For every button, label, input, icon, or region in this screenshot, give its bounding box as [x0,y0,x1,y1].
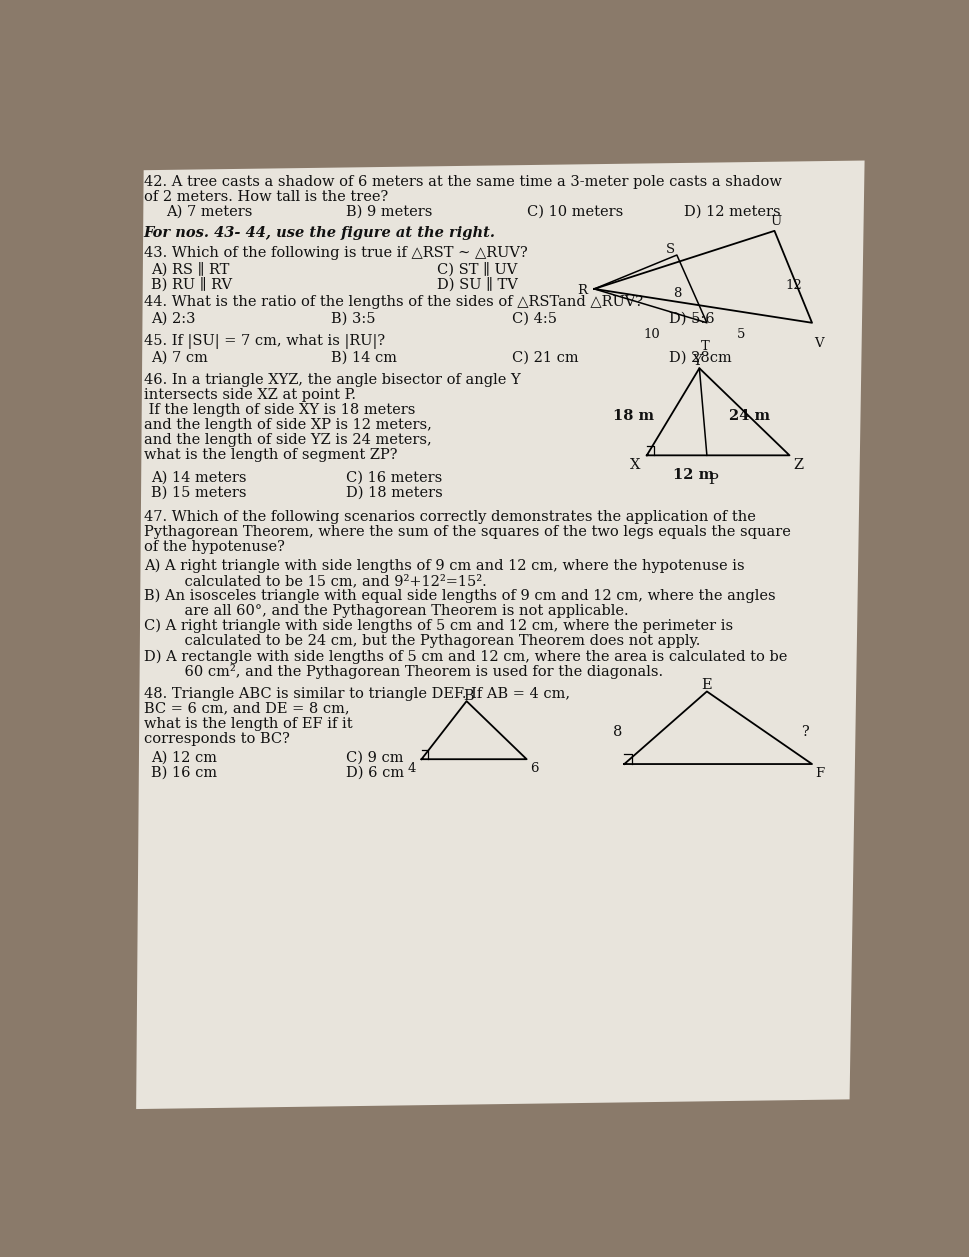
Text: intersects side XZ at point P.: intersects side XZ at point P. [143,388,356,402]
Text: X: X [630,459,641,473]
Text: 44. What is the ratio of the lengths of the sides of △RSTand △RUV?: 44. What is the ratio of the lengths of … [143,295,642,309]
Text: D) 18 meters: D) 18 meters [347,485,443,499]
Text: 18 m: 18 m [613,409,654,422]
Text: 12 m: 12 m [673,468,714,481]
Text: 5: 5 [736,328,745,341]
Text: of the hypotenuse?: of the hypotenuse? [143,539,285,553]
Text: Z: Z [794,459,803,473]
Text: 24 m: 24 m [730,409,770,422]
Text: A) 7 cm: A) 7 cm [151,351,208,365]
Text: B: B [463,689,474,703]
Text: R: R [578,284,588,297]
Text: A) 7 meters: A) 7 meters [167,205,253,219]
Text: corresponds to BC?: corresponds to BC? [143,732,290,745]
Text: P: P [708,473,718,486]
Text: 47. Which of the following scenarios correctly demonstrates the application of t: 47. Which of the following scenarios cor… [143,509,756,524]
Text: calculated to be 15 cm, and 9²+12²=15².: calculated to be 15 cm, and 9²+12²=15². [167,574,487,588]
Text: D) 28cm: D) 28cm [670,351,733,365]
Text: 12: 12 [786,279,802,292]
Text: B) RU ∥ RV: B) RU ∥ RV [151,277,233,292]
Text: A) 14 meters: A) 14 meters [151,470,247,485]
Text: B) 15 meters: B) 15 meters [151,485,247,499]
Text: BC = 6 cm, and DE = 8 cm,: BC = 6 cm, and DE = 8 cm, [143,701,349,715]
Text: 46. In a triangle XYZ, the angle bisector of angle Y: 46. In a triangle XYZ, the angle bisecto… [143,373,520,387]
Text: and the length of side XP is 12 meters,: and the length of side XP is 12 meters, [143,419,431,432]
Text: T: T [701,341,709,353]
Text: D) SU ∥ TV: D) SU ∥ TV [436,277,517,292]
Text: A) RS ∥ RT: A) RS ∥ RT [151,261,230,277]
Text: 6: 6 [530,762,538,776]
Text: C) 4:5: C) 4:5 [512,312,556,326]
Polygon shape [136,161,864,1109]
Text: 48. Triangle ABC is similar to triangle DEF. If AB = 4 cm,: 48. Triangle ABC is similar to triangle … [143,686,570,700]
Text: calculated to be 24 cm, but the Pythagorean Theorem does not apply.: calculated to be 24 cm, but the Pythagor… [167,634,701,649]
Text: C) 10 meters: C) 10 meters [527,205,623,219]
Text: D) 12 meters: D) 12 meters [684,205,781,219]
Text: C) 16 meters: C) 16 meters [347,470,443,485]
Text: C) 21 cm: C) 21 cm [512,351,578,365]
Text: Y: Y [692,353,702,368]
Text: F: F [815,767,825,779]
Text: B) An isosceles triangle with equal side lengths of 9 cm and 12 cm, where the an: B) An isosceles triangle with equal side… [143,590,775,603]
Text: B) 3:5: B) 3:5 [331,312,376,326]
Text: Pythagorean Theorem, where the sum of the squares of the two legs equals the squ: Pythagorean Theorem, where the sum of th… [143,524,791,538]
Text: of 2 meters. How tall is the tree?: of 2 meters. How tall is the tree? [143,190,388,204]
Text: B) 14 cm: B) 14 cm [331,351,397,365]
Text: U: U [770,215,782,229]
Text: 45. If |SU| = 7 cm, what is |RU|?: 45. If |SU| = 7 cm, what is |RU|? [143,334,385,349]
Text: A) 2:3: A) 2:3 [151,312,196,326]
Text: B) 9 meters: B) 9 meters [347,205,433,219]
Text: 8: 8 [673,287,681,300]
Text: are all 60°, and the Pythagorean Theorem is not applicable.: are all 60°, and the Pythagorean Theorem… [167,605,629,618]
Text: D) A rectangle with side lengths of 5 cm and 12 cm, where the area is calculated: D) A rectangle with side lengths of 5 cm… [143,649,787,664]
Text: D) 5:6: D) 5:6 [670,312,715,326]
Text: ?: ? [800,725,808,739]
Text: 42. A tree casts a shadow of 6 meters at the same time a 3-meter pole casts a sh: 42. A tree casts a shadow of 6 meters at… [143,175,782,189]
Text: For nos. 43- 44, use the figure at the right.: For nos. 43- 44, use the figure at the r… [143,226,496,240]
Text: 60 cm², and the Pythagorean Theorem is used for the diagonals.: 60 cm², and the Pythagorean Theorem is u… [167,664,664,679]
Text: B) 16 cm: B) 16 cm [151,766,217,781]
Text: A) A right triangle with side lengths of 9 cm and 12 cm, where the hypotenuse is: A) A right triangle with side lengths of… [143,559,744,573]
Text: S: S [666,244,674,256]
Text: C) A right triangle with side lengths of 5 cm and 12 cm, where the perimeter is: C) A right triangle with side lengths of… [143,620,733,634]
Text: what is the length of EF if it: what is the length of EF if it [143,716,353,730]
Text: and the length of side YZ is 24 meters,: and the length of side YZ is 24 meters, [143,434,431,447]
Text: C) 9 cm: C) 9 cm [347,752,404,766]
Text: what is the length of segment ZP?: what is the length of segment ZP? [143,447,397,463]
Text: E: E [701,678,711,691]
Text: A) 12 cm: A) 12 cm [151,752,217,766]
Text: D) 6 cm: D) 6 cm [347,766,404,781]
Text: 4: 4 [408,762,417,776]
Text: If the length of side XY is 18 meters: If the length of side XY is 18 meters [143,403,415,417]
Text: 8: 8 [613,725,622,739]
Text: V: V [814,337,824,351]
Text: C) ST ∥ UV: C) ST ∥ UV [436,261,516,277]
Text: 43. Which of the following is true if △RST ∼ △RUV?: 43. Which of the following is true if △R… [143,245,527,259]
Text: 10: 10 [643,328,660,341]
